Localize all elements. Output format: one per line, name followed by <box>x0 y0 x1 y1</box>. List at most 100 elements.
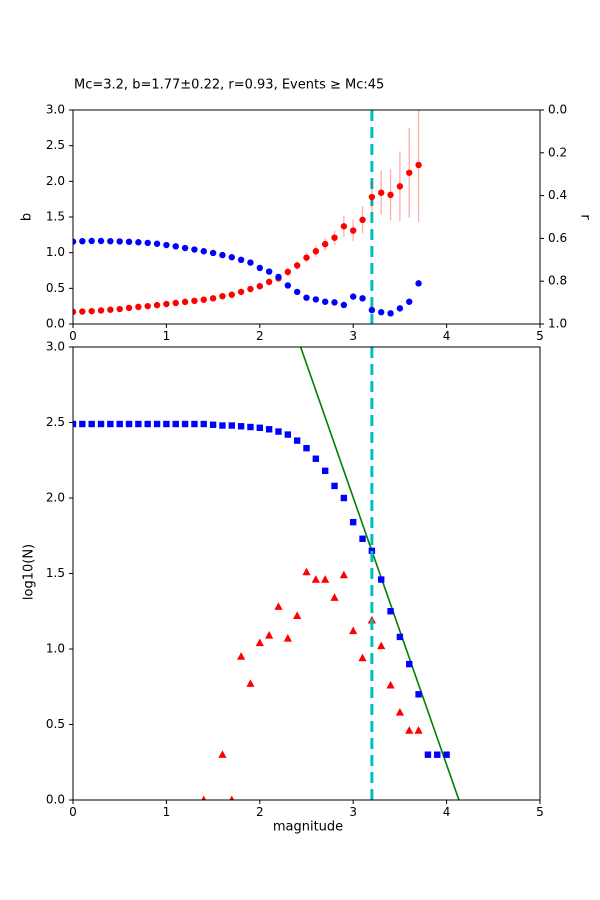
top-axis-ylabel-right: r <box>577 214 593 220</box>
data-point <box>228 422 235 429</box>
data-point <box>144 420 151 428</box>
tick-label: 0.2 <box>548 145 567 159</box>
data-point <box>218 750 227 758</box>
bottom-axis-xlabel: magnitude <box>272 819 344 835</box>
data-point <box>321 298 329 305</box>
data-point <box>331 234 338 241</box>
tick-label: 3 <box>349 329 357 343</box>
tick-label: 0.4 <box>548 188 567 202</box>
data-point <box>359 216 366 224</box>
data-point <box>350 293 357 300</box>
data-point <box>144 302 151 310</box>
b-and-r-vs-magnitude-axes: 0 1 2 3 4 5 0.0 0.5 1.0 1.5 2.0 2.5 3.0 0.0 0.2 0.4 0.6 0… <box>46 103 567 344</box>
data-point <box>331 482 338 490</box>
data-point <box>387 310 394 317</box>
data-point <box>228 254 235 261</box>
data-point <box>330 593 339 601</box>
data-point <box>153 240 161 247</box>
data-point <box>116 420 123 428</box>
data-point <box>350 227 357 234</box>
data-point <box>275 273 282 281</box>
data-point <box>256 282 263 290</box>
data-point <box>386 680 395 689</box>
data-point <box>144 239 151 247</box>
data-point <box>237 256 245 263</box>
data-point <box>339 570 348 579</box>
data-point <box>368 193 376 201</box>
data-point <box>368 306 376 314</box>
data-point <box>406 169 413 176</box>
data-point <box>247 259 254 266</box>
b-and-r-vs-magnitude-plot-area <box>73 110 422 324</box>
data-point <box>414 726 423 734</box>
data-point <box>358 653 367 662</box>
data-point <box>396 305 404 312</box>
tick-label: 0.8 <box>548 274 567 288</box>
data-point <box>396 633 404 641</box>
data-point <box>293 288 301 296</box>
data-point <box>181 298 189 306</box>
data-point <box>172 299 179 307</box>
data-point <box>172 420 179 428</box>
data-point <box>153 420 161 428</box>
data-point <box>116 238 123 245</box>
data-point <box>378 576 385 583</box>
tick-label: 1.0 <box>46 245 65 259</box>
tick-label: 0.5 <box>46 717 65 731</box>
data-point <box>191 297 198 305</box>
data-point <box>191 246 198 253</box>
data-point <box>79 237 86 245</box>
data-point <box>311 575 320 583</box>
data-point <box>97 307 105 314</box>
tick-label: 2.0 <box>46 491 65 505</box>
data-point <box>303 294 310 301</box>
data-point <box>237 288 245 296</box>
data-point <box>321 467 329 475</box>
data-point <box>209 295 217 302</box>
frequency-magnitude-distribution-plot-area <box>73 347 460 800</box>
data-point <box>265 268 273 275</box>
tick-label: 5 <box>536 329 544 343</box>
data-point <box>387 608 394 615</box>
data-point <box>125 238 133 246</box>
tick-label: 1.0 <box>548 317 567 331</box>
tick-label: 2.0 <box>46 174 65 188</box>
gutenberg-richter-fit <box>299 347 460 800</box>
data-point <box>200 420 207 428</box>
data-point <box>312 296 320 303</box>
data-point <box>73 308 77 316</box>
data-point <box>274 602 283 610</box>
data-point <box>125 420 133 428</box>
series-r-goodness-of-fit <box>73 237 422 317</box>
data-point <box>415 691 422 698</box>
bottom-axis-ylabel: log10(N) <box>21 543 37 601</box>
tick-label: 2.5 <box>46 415 65 429</box>
data-point <box>219 251 226 259</box>
data-point <box>219 422 226 429</box>
data-point <box>303 444 310 452</box>
data-point <box>107 306 114 313</box>
tick-label: 3 <box>349 805 357 819</box>
series-b-value-with-error <box>73 110 422 316</box>
data-point <box>163 241 170 249</box>
b-and-r-vs-magnitude-spines <box>72 109 541 325</box>
tick-label: 0.6 <box>548 231 567 245</box>
data-point <box>79 308 86 315</box>
data-point <box>153 301 161 309</box>
tick-label: 4 <box>443 805 451 819</box>
data-point <box>321 240 329 248</box>
data-point <box>321 575 330 583</box>
data-point <box>340 494 348 502</box>
data-point <box>359 295 366 302</box>
data-point <box>284 282 292 289</box>
data-point <box>415 161 422 169</box>
data-point <box>340 223 348 230</box>
data-point <box>181 244 189 252</box>
data-point <box>209 249 217 257</box>
data-point <box>359 535 366 542</box>
data-point <box>200 248 207 255</box>
data-point <box>293 611 302 619</box>
data-point <box>219 292 226 300</box>
data-point <box>350 518 357 526</box>
